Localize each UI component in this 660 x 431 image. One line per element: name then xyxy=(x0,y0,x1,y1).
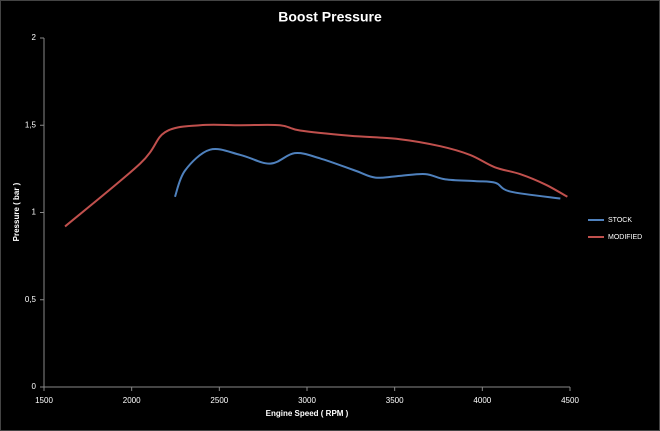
y-tick-label: 0,5 xyxy=(25,295,37,304)
x-tick-label: 2500 xyxy=(210,396,228,405)
y-tick-label: 1 xyxy=(32,208,37,217)
line-series xyxy=(64,123,568,228)
x-tick-label: 3000 xyxy=(298,396,316,405)
legend-label: STOCK xyxy=(608,217,632,224)
x-tick-label: 2000 xyxy=(123,396,141,405)
y-tick-label: 1,5 xyxy=(25,120,37,129)
x-tick-label: 3500 xyxy=(386,396,404,405)
chart-title: Boost Pressure xyxy=(278,9,382,25)
line-series xyxy=(174,148,561,200)
y-axis-label: Pressure ( bar ) xyxy=(12,182,21,241)
legend-label: MODIFIED xyxy=(608,234,642,241)
x-axis-label: Engine Speed ( RPM ) xyxy=(266,409,349,418)
x-tick-label: 4500 xyxy=(561,396,579,405)
x-tick-label: 4000 xyxy=(473,396,491,405)
x-tick-label: 1500 xyxy=(35,396,53,405)
y-tick-label: 0 xyxy=(32,382,37,391)
y-tick-label: 2 xyxy=(32,33,37,42)
